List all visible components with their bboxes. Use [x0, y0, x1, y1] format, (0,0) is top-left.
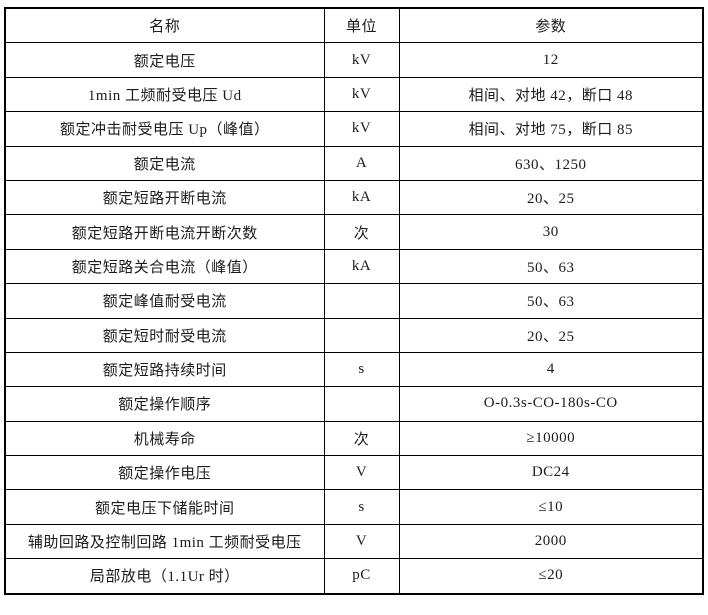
cell-name: 额定短路持续时间	[4, 351, 325, 388]
cell-unit: s	[323, 489, 400, 525]
cell-unit	[323, 386, 400, 422]
cell-value: ≤20	[398, 558, 704, 595]
cell-name: 1min 工频耐受电压 Ud	[4, 76, 325, 113]
cell-value: 12	[398, 42, 704, 78]
cell-value: 2000	[398, 523, 704, 560]
cell-unit: kV	[323, 111, 400, 147]
table-row: 额定峰值耐受电流 50、63	[4, 283, 704, 319]
cell-name: 额定操作顺序	[4, 386, 325, 422]
cell-name: 额定短路开断电流开断次数	[4, 214, 325, 250]
table-row: 额定短路开断电流 kA 20、25	[4, 179, 704, 216]
cell-name: 额定电压	[4, 42, 325, 78]
cell-name: 额定短时耐受电流	[4, 317, 325, 353]
cell-name: 额定短路开断电流	[4, 179, 325, 216]
cell-value: 相间、对地 75，断口 85	[398, 111, 704, 147]
table-row: 机械寿命次 ≥10000	[4, 420, 704, 457]
table-row: 额定短路开断电流开断次数次 30	[4, 214, 704, 250]
cell-unit: s	[323, 351, 400, 388]
cell-value: O-0.3s-CO-180s-CO	[398, 386, 704, 422]
cell-name: 额定操作电压	[4, 455, 325, 491]
table-row: 辅助回路及控制回路 1min 工频耐受电压 V 2000	[4, 523, 704, 560]
cell-name: 额定短路关合电流（峰值）	[4, 248, 325, 285]
spec-table: 名称 单位 参数 额定电压 kV 12 1min 工频耐受电压 Ud kV 相间、对地 4…	[4, 7, 704, 595]
cell-unit: V	[323, 455, 400, 491]
table-row: 额定电压 kV 12	[4, 42, 704, 78]
cell-name: 额定电压下储能时间	[4, 489, 325, 525]
cell-value: 50、63	[398, 283, 704, 319]
cell-value: 相间、对地 42，断口 48	[398, 76, 704, 113]
cell-value: DC24	[398, 455, 704, 491]
cell-unit	[323, 283, 400, 319]
header-cell-unit: 单位	[323, 7, 400, 44]
table-row: 额定电流 A 630、1250	[4, 145, 704, 181]
cell-name: 局部放电（1.1Ur 时）	[4, 558, 325, 595]
cell-name: 辅助回路及控制回路 1min 工频耐受电压	[4, 523, 325, 560]
cell-unit: 次	[323, 214, 400, 250]
header-cell-value: 参数	[398, 7, 704, 44]
table-row: 额定短路持续时间 s 4	[4, 351, 704, 388]
table-row: 局部放电（1.1Ur 时） pC ≤20	[4, 558, 704, 595]
cell-unit: kA	[323, 179, 400, 216]
cell-unit: A	[323, 145, 400, 181]
cell-name: 额定电流	[4, 145, 325, 181]
table-row: 额定短路关合电流（峰值） kA 50、63	[4, 248, 704, 285]
cell-name: 机械寿命	[4, 420, 325, 457]
cell-value: 20、25	[398, 179, 704, 216]
table-row: 额定冲击耐受电压 Up（峰值） kV 相间、对地 75，断口 85	[4, 111, 704, 147]
cell-unit: 次	[323, 420, 400, 457]
table-row: 额定短时耐受电流 20、25	[4, 317, 704, 353]
cell-unit: kV	[323, 76, 400, 113]
cell-unit: kA	[323, 248, 400, 285]
cell-value: 30	[398, 214, 704, 250]
header-cell-name: 名称	[4, 7, 325, 44]
table-header-row: 名称 单位 参数	[4, 7, 704, 44]
cell-name: 额定冲击耐受电压 Up（峰值）	[4, 111, 325, 147]
table-row: 额定操作顺序 O-0.3s-CO-180s-CO	[4, 386, 704, 422]
cell-value: 50、63	[398, 248, 704, 285]
cell-value: 4	[398, 351, 704, 388]
table-row: 额定电压下储能时间 s ≤10	[4, 489, 704, 525]
table-row: 1min 工频耐受电压 Ud kV 相间、对地 42，断口 48	[4, 76, 704, 113]
cell-unit: kV	[323, 42, 400, 78]
cell-value: 20、25	[398, 317, 704, 353]
cell-value: ≤10	[398, 489, 704, 525]
cell-value: 630、1250	[398, 145, 704, 181]
table-row: 额定操作电压 V DC24	[4, 455, 704, 491]
cell-name: 额定峰值耐受电流	[4, 283, 325, 319]
cell-unit: V	[323, 523, 400, 560]
cell-unit	[323, 317, 400, 353]
cell-value: ≥10000	[398, 420, 704, 457]
cell-unit: pC	[323, 558, 400, 595]
